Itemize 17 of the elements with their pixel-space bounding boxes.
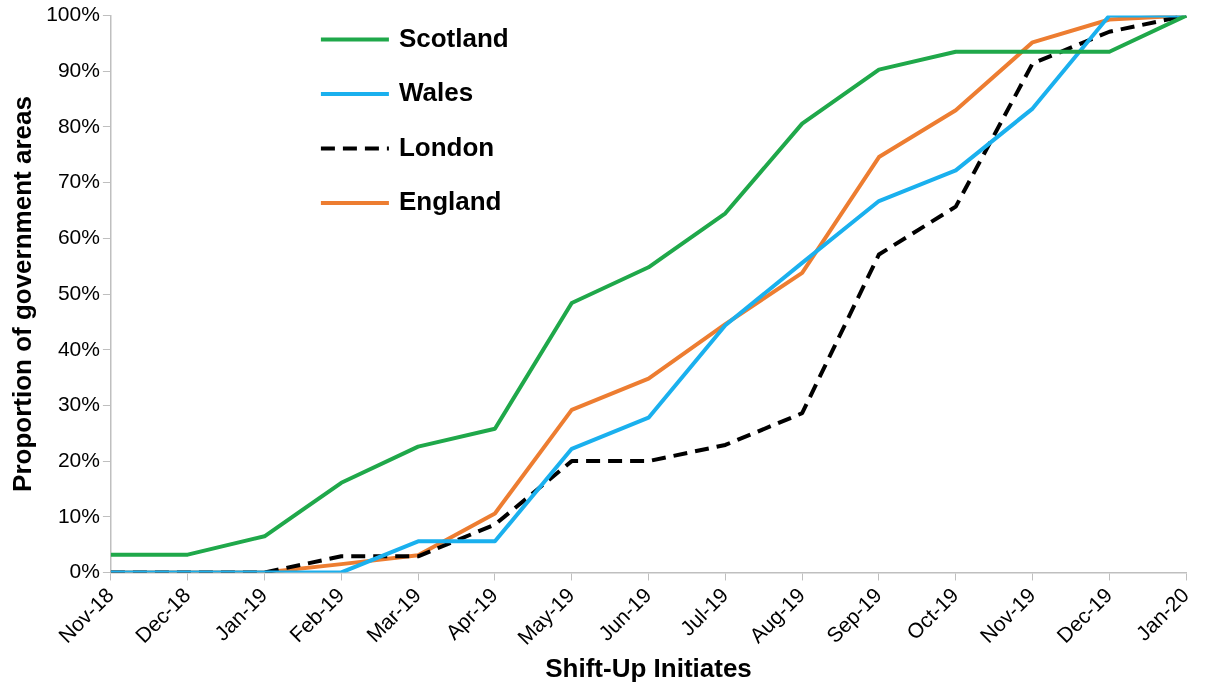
y-tick-label: 80% bbox=[57, 113, 100, 137]
y-tick-label: 40% bbox=[57, 336, 100, 360]
y-tick-label: 10% bbox=[57, 503, 100, 527]
legend-label: Wales bbox=[398, 77, 474, 108]
y-tick-label: 100% bbox=[46, 2, 100, 26]
y-tick-label: 0% bbox=[69, 559, 100, 583]
legend-label: England bbox=[398, 186, 502, 217]
y-tick-label: 20% bbox=[57, 447, 100, 471]
y-axis-title: Proportion of government areas bbox=[6, 96, 37, 492]
y-tick-label: 60% bbox=[57, 225, 100, 249]
y-tick-label: 70% bbox=[57, 169, 100, 193]
y-tick-label: 90% bbox=[57, 58, 100, 82]
x-axis-title: Shift-Up Initiates bbox=[545, 652, 752, 683]
legend-label: Scotland bbox=[398, 22, 509, 53]
y-tick-label: 50% bbox=[57, 280, 100, 304]
y-tick-label: 30% bbox=[57, 392, 100, 416]
legend-label: London bbox=[398, 131, 495, 162]
